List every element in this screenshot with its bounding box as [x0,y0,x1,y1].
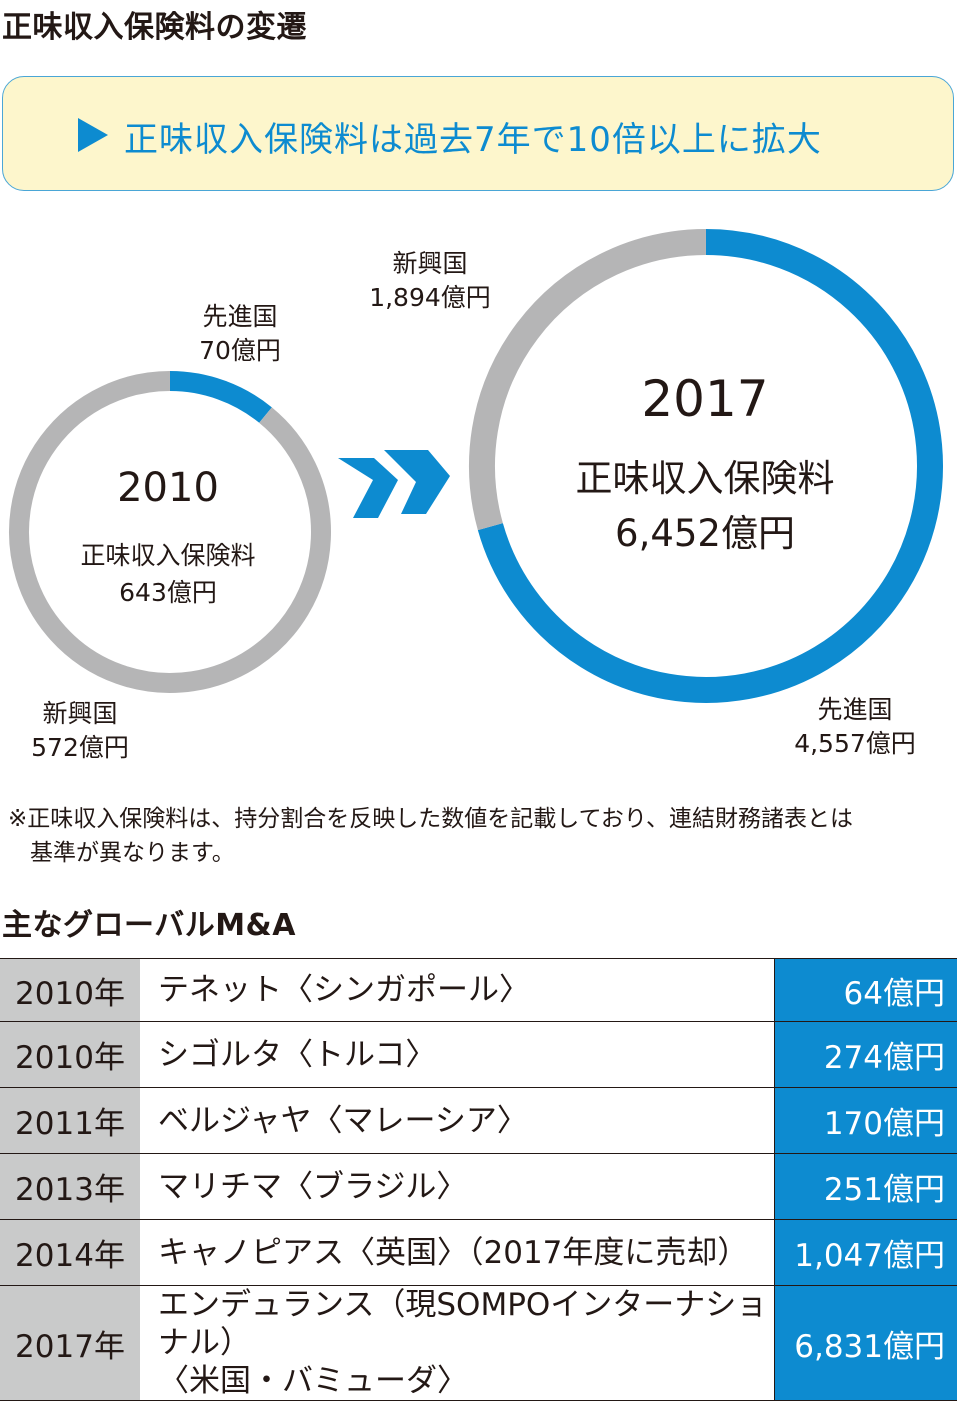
amount-cell: 1,047億円 [775,1220,957,1286]
footnote: ※正味収入保険料は、持分割合を反映した数値を記載しており、連結財務諸表とは 基準… [8,802,853,870]
company-cell: キャノピアス〈英国〉（2017年度に売却） [140,1220,775,1286]
table-row: 2017年エンデュランス（現SOMPOインターナショナル）〈米国・バミューダ〉6… [0,1286,957,1401]
donut-charts [0,0,957,790]
company-name: マリチマ〈ブラジル〉 [158,1168,774,1206]
company-name: テネット〈シンガポール〉 [158,971,774,1009]
table-row: 2013年マリチマ〈ブラジル〉251億円 [0,1154,957,1220]
donut-segment-2010-developed [170,381,266,415]
label-2010-emerging: 新興国 572億円 [10,697,150,765]
company-cell: エンデュランス（現SOMPOインターナショナル）〈米国・バミューダ〉 [140,1286,775,1401]
segment-name: 新興国 [335,247,525,281]
total-2010: 643億円 [58,573,278,609]
table-row: 2011年ベルジャヤ〈マレーシア〉170億円 [0,1088,957,1154]
year-cell: 2010年 [0,959,140,1022]
amount-cell: 251億円 [775,1154,957,1220]
table-row: 2010年テネット〈シンガポール〉64億円 [0,959,957,1022]
label-2017-developed: 先進国 4,557億円 [770,693,940,761]
segment-name: 先進国 [170,300,310,334]
amount-cell: 170億円 [775,1088,957,1154]
table-row: 2014年キャノピアス〈英国〉（2017年度に売却）1,047億円 [0,1220,957,1286]
company-cell: ベルジャヤ〈マレーシア〉 [140,1088,775,1154]
segment-value: 1,894億円 [335,281,525,315]
year-2017: 2017 [605,370,805,428]
amount-cell: 274億円 [775,1022,957,1088]
year-cell: 2017年 [0,1286,140,1401]
company-name: シゴルタ〈トルコ〉 [158,1036,774,1074]
amount-cell: 64億円 [775,959,957,1022]
company-cell: マリチマ〈ブラジル〉 [140,1154,775,1220]
footnote-line2: 基準が異なります。 [8,836,853,870]
donut-segment-2010-emerging [19,381,321,683]
table-row: 2010年シゴルタ〈トルコ〉274億円 [0,1022,957,1088]
company-region: 〈米国・バミューダ〉 [158,1362,774,1400]
footnote-line1: ※正味収入保険料は、持分割合を反映した数値を記載しており、連結財務諸表とは [8,802,853,836]
segment-value: 4,557億円 [770,727,940,761]
year-2010: 2010 [93,465,243,511]
segment-name: 新興国 [10,697,150,731]
label-2010-developed: 先進国 70億円 [170,300,310,368]
company-name: キャノピアス〈英国〉（2017年度に売却） [158,1234,774,1272]
company-name: エンデュランス（現SOMPOインターナショナル） [158,1286,774,1362]
center-label-2010: 正味収入保険料 [58,536,278,572]
center-label-2017: 正味収入保険料 [530,448,880,502]
company-name: ベルジャヤ〈マレーシア〉 [158,1102,774,1140]
label-2017-emerging: 新興国 1,894億円 [335,247,525,315]
year-cell: 2013年 [0,1154,140,1220]
growth-arrow-icon [338,438,453,520]
segment-name: 先進国 [770,693,940,727]
segment-value: 572億円 [10,731,150,765]
total-2017: 6,452億円 [530,503,880,557]
company-cell: テネット〈シンガポール〉 [140,959,775,1022]
year-cell: 2010年 [0,1022,140,1088]
segment-value: 70億円 [170,334,310,368]
amount-cell: 6,831億円 [775,1286,957,1401]
company-cell: シゴルタ〈トルコ〉 [140,1022,775,1088]
year-cell: 2011年 [0,1088,140,1154]
year-cell: 2014年 [0,1220,140,1286]
section-title-ma: 主なグローバルM&A [2,900,296,944]
